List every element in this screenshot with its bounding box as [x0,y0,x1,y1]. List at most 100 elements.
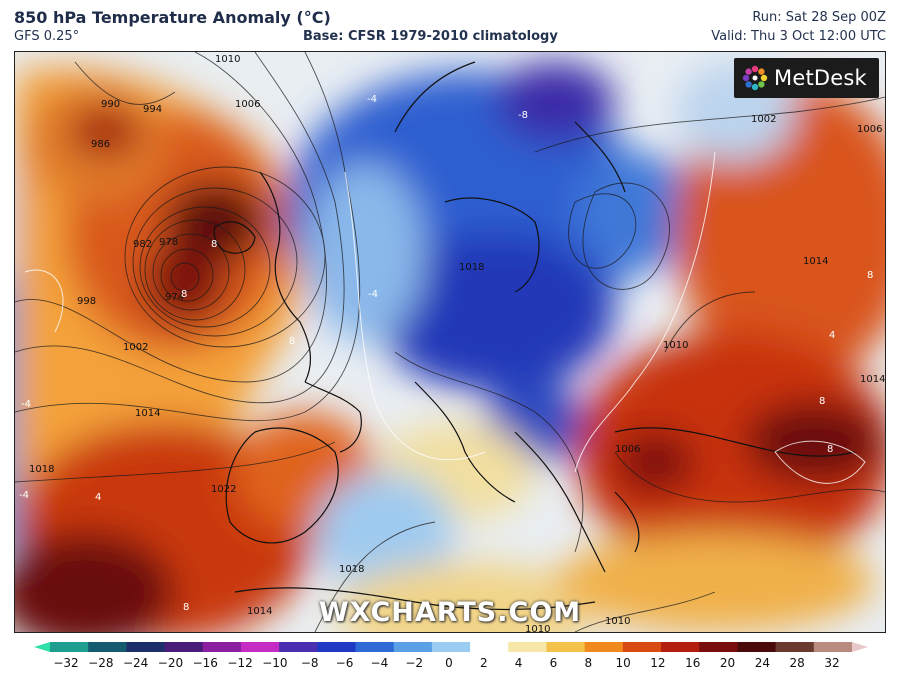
isobar-label: 1010 [525,624,550,632]
scale-tick-label: −4 [370,656,389,670]
scale-swatch [470,642,509,652]
anomaly-label: 8 [827,444,833,455]
metdesk-logo-text: MetDesk [774,66,867,90]
color-scale-ticks: −32 −28 −24 −20 −16 −12 −10 −8 −6 −4 −2 0 2 4 6 8 10 12 16… [0,656,900,676]
isobar-label: 1014 [803,256,828,267]
scale-swatch [202,642,242,652]
scale-swatch [775,642,815,652]
scale-tick-label: 16 [685,656,701,670]
scale-swatch [546,642,586,652]
isobar-label: 1002 [751,114,776,125]
anomaly-label: -4 [19,490,29,501]
scale-tick-label: −32 [53,656,79,670]
isobar-label: 990 [101,99,120,110]
isobar-label: 1018 [459,262,484,273]
scale-tick-label: 8 [584,656,593,670]
metdesk-logo: MetDesk [734,58,879,98]
scale-swatch [661,642,700,652]
anomaly-label: -4 [21,399,31,410]
anomaly-label: 4 [829,330,835,341]
anomaly-field [15,62,885,632]
scale-tick-label: −12 [227,656,253,670]
scale-tick-label: −6 [335,656,354,670]
isobar-label: 1014 [135,408,160,419]
scale-swatch [279,642,318,652]
scale-swatch [317,642,357,652]
scale-tick-label: 0 [445,656,453,670]
isobar-label: 998 [77,296,96,307]
scale-tick-label: 10 [615,656,631,670]
scale-tick-label: 2 [479,656,488,670]
isobar-label: 1006 [235,99,260,110]
isobar-label: 994 [143,104,162,115]
isobar-label: 982 [133,239,152,250]
scale-tick-label: −28 [88,656,114,670]
scale-swatch [164,642,204,652]
anomaly-label: 8 [819,396,825,407]
anomaly-label: 8 [181,289,187,300]
model-label: GFS 0.25° [14,29,80,44]
scale-swatch [50,642,89,652]
isobar-label: 1010 [215,54,240,65]
scale-swatch [584,642,624,652]
scale-swatch [813,642,853,652]
anomaly-label: -4 [367,94,377,105]
scale-tick-label: −16 [192,656,218,670]
anomaly-labels: -8 -4 8 8 8 -4 4 -4 8 4 8 8 -4 8 [19,94,873,613]
anomaly-label: 8 [183,602,189,613]
scale-min-arrow [34,642,50,652]
isobar-label: 1010 [663,340,688,351]
scale-swatch [737,642,777,652]
scale-swatch [699,642,739,652]
anomaly-label: 4 [95,492,101,503]
scale-tick-label: −8 [300,656,319,670]
anomaly-label: -8 [518,110,528,121]
valid-time-label: Valid: Thu 3 Oct 12:00 UTC [711,29,886,44]
anomaly-map[interactable]: 1010 1006 990 994 986 982 978 974 998 10… [14,51,886,633]
isobar-label: 1018 [339,564,364,575]
color-scale-bar [34,642,868,652]
scale-swatch [431,642,471,652]
scale-swatch [240,642,280,652]
map-canvas: 1010 1006 990 994 986 982 978 974 998 10… [15,52,885,632]
wxcharts-watermark: WXCHARTS.COM [318,597,582,628]
scale-swatch [393,642,433,652]
scale-tick-label: 32 [824,656,840,670]
zero-anomaly-contours [24,151,866,484]
scale-swatch [355,642,395,652]
chart-title: 850 hPa Temperature Anomaly (°C) [14,8,331,27]
run-time-label: Run: Sat 28 Sep 00Z [752,10,886,25]
isobar-label: 1022 [211,484,236,495]
isobars [15,52,885,632]
isobar-label: 1014 [860,374,885,385]
scale-swatch [622,642,662,652]
isobar-label: 974 [165,292,184,303]
isobar-label: 1018 [29,464,54,475]
isobar-label: 1006 [857,124,882,135]
isobar-label: 1010 [605,616,630,627]
scale-max-arrow [852,642,868,652]
isobar-label: 978 [159,237,178,248]
isobar-label: 986 [91,139,110,150]
anomaly-label: 8 [211,239,217,250]
anomaly-label: -4 [368,289,378,300]
scale-tick-label: −24 [122,656,149,670]
scale-swatch [88,642,127,652]
scale-tick-label: −2 [405,656,424,670]
scale-tick-label: −20 [157,656,184,670]
scale-tick-label: 20 [719,656,736,670]
scale-swatch [126,642,166,652]
anomaly-label: 8 [289,336,295,347]
isobar-label: 1014 [247,606,272,617]
scale-tick-label: 28 [789,656,805,670]
scale-swatch [508,642,548,652]
scale-tick-label: 6 [549,656,558,670]
isobar-label: 1002 [123,342,148,353]
scale-tick-label: 4 [514,656,523,670]
scale-tick-label: 24 [754,656,770,670]
coastlines [213,61,856,611]
scale-tick-label: 12 [650,656,666,670]
anomaly-label: 8 [867,270,873,281]
scale-tick-label: −10 [262,656,288,670]
metdesk-burst-icon [742,65,768,91]
